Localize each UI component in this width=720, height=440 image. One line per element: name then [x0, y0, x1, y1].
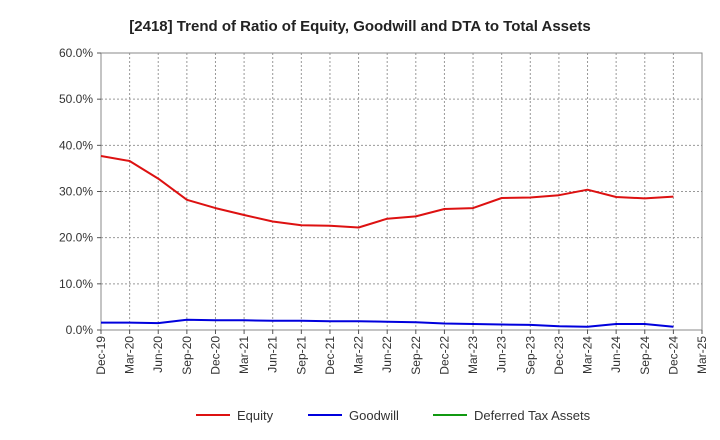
x-axis: Dec-19 Mar-20 Jun-20 Sep-20 Dec-20 Mar-21 Jun-…	[94, 330, 709, 375]
x-tick-label: Mar-25	[695, 336, 709, 374]
y-tick-label: 40.0%	[59, 138, 93, 152]
y-tick-label: 10.0%	[59, 277, 93, 291]
x-tick-label: Mar-20	[123, 336, 137, 374]
x-tick-label: Dec-22	[437, 336, 451, 375]
x-tick-label: Jun-21	[266, 336, 280, 373]
x-tick-label: Mar-22	[352, 336, 366, 374]
x-tick-label: Mar-23	[466, 336, 480, 374]
x-tick-label: Jun-20	[151, 336, 165, 373]
y-tick-label: 60.0%	[59, 46, 93, 60]
x-tick-label: Dec-23	[552, 336, 566, 375]
x-tick-label: Sep-23	[523, 336, 537, 375]
x-tick-label: Dec-21	[323, 336, 337, 375]
x-tick-label: Dec-19	[94, 336, 108, 375]
chart-title: [2418] Trend of Ratio of Equity, Goodwil…	[129, 18, 590, 35]
x-tick-label: Mar-24	[581, 336, 595, 374]
x-tick-label: Jun-24	[609, 336, 623, 373]
x-tick-label: Jun-22	[380, 336, 394, 373]
y-tick-label: 50.0%	[59, 92, 93, 106]
x-tick-label: Sep-20	[180, 336, 194, 375]
x-tick-label: Sep-24	[638, 336, 652, 375]
x-tick-label: Sep-21	[294, 336, 308, 375]
legend: Equity Goodwill Deferred Tax Assets	[196, 408, 591, 423]
legend-label-deferred-tax-assets: Deferred Tax Assets	[474, 408, 591, 423]
x-tick-label: Mar-21	[237, 336, 251, 374]
series-line-goodwill	[101, 318, 674, 328]
x-tick-label: Dec-24	[666, 336, 680, 375]
x-tick-label: Sep-22	[409, 336, 423, 375]
legend-label-goodwill: Goodwill	[349, 408, 399, 423]
series-lines	[100, 155, 674, 328]
y-tick-label: 0.0%	[66, 323, 94, 337]
x-tick-label: Dec-20	[208, 336, 222, 375]
legend-label-equity: Equity	[237, 408, 274, 423]
x-tick-label: Jun-23	[495, 336, 509, 373]
series-line-equity	[100, 155, 674, 229]
y-tick-label: 30.0%	[59, 185, 93, 199]
y-tick-label: 20.0%	[59, 231, 93, 245]
y-axis: 0.0% 10.0% 20.0% 30.0% 40.0% 50.0% 60.0%	[59, 46, 101, 337]
grid	[101, 53, 702, 330]
